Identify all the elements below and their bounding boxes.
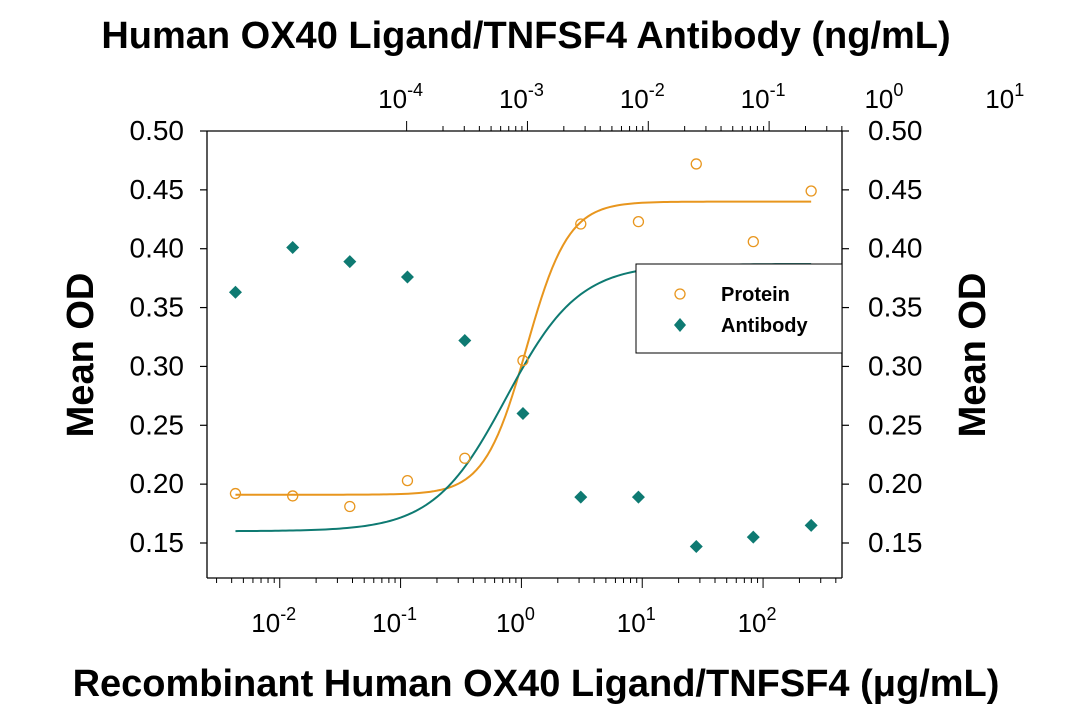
- x-tick-label: 101: [617, 604, 656, 638]
- y-tick-label-left: 0.45: [130, 174, 185, 205]
- data-points: [228, 158, 818, 554]
- y-tick-label-left: 0.35: [130, 292, 185, 323]
- fit-curves: [235, 200, 812, 533]
- y-tick-label-right: 0.40: [868, 233, 923, 264]
- data-point-protein: [344, 500, 356, 513]
- legend-protein-marker: [674, 288, 686, 300]
- y-tick-label-left: 0.20: [130, 468, 185, 499]
- data-point-protein: [459, 452, 471, 464]
- data-point-protein: [401, 474, 414, 487]
- y-tick-label-left: 0.50: [130, 115, 185, 146]
- y-tick-label-right: 0.35: [868, 292, 923, 323]
- legend-antibody-marker: [674, 318, 686, 332]
- legend-box: [635, 263, 843, 354]
- data-point-protein: [575, 218, 587, 230]
- data-point-antibody: [516, 407, 530, 421]
- data-point-protein: [690, 158, 702, 170]
- x-axis-label: Recombinant Human OX40 Ligand/TNFSF4 (μg…: [73, 663, 1000, 705]
- x-tick-label: 10-1: [372, 604, 417, 638]
- data-point-protein: [517, 354, 529, 367]
- top-x-tick-label: 101: [985, 80, 1024, 114]
- y-tick-label-right: 0.25: [868, 409, 923, 440]
- data-point-antibody: [631, 490, 645, 504]
- legend-antibody-label: Antibody: [721, 315, 809, 337]
- y-axis-label-right: Mean OD: [952, 273, 994, 438]
- top-x-tick-label: 10-4: [378, 80, 423, 114]
- y-axis-label-left: Mean OD: [60, 273, 102, 438]
- axes-frame: [206, 130, 843, 579]
- top-x-tick-label: 10-2: [620, 80, 665, 114]
- x-tick-label: 100: [496, 604, 535, 638]
- y-tick-label-right: 0.30: [868, 350, 923, 381]
- data-point-antibody: [286, 241, 300, 255]
- data-point-antibody: [689, 540, 703, 554]
- top-x-tick-label: 100: [864, 80, 903, 114]
- y-tick-label-right: 0.50: [868, 115, 923, 146]
- data-point-protein: [747, 236, 759, 248]
- y-tick-label-right: 0.45: [868, 174, 923, 205]
- y-tick-label-left: 0.40: [130, 233, 185, 264]
- data-point-protein: [229, 487, 242, 500]
- data-point-protein: [287, 490, 299, 502]
- y-tick-label-left: 0.25: [130, 409, 185, 440]
- data-point-antibody: [400, 270, 414, 284]
- data-point-antibody: [746, 530, 760, 544]
- data-point-antibody: [228, 285, 242, 299]
- top-x-tick-label: 10-3: [499, 80, 544, 114]
- legend: Protein Antibody: [635, 263, 843, 354]
- data-point-protein: [805, 185, 817, 197]
- data-point-antibody: [343, 255, 357, 269]
- data-point-antibody: [458, 334, 472, 348]
- top-x-tick-label: 10-1: [741, 80, 786, 114]
- fit-curve-protein: [235, 200, 812, 496]
- x-tick-label: 10-2: [251, 604, 296, 638]
- data-point-protein: [632, 215, 645, 228]
- data-point-antibody: [574, 490, 588, 504]
- y-tick-label-left: 0.15: [130, 527, 185, 558]
- chart-title: Human OX40 Ligand/TNFSF4 Antibody (ng/mL…: [101, 15, 950, 57]
- x-tick-label: 102: [738, 604, 777, 638]
- y-tick-label-right: 0.20: [868, 468, 923, 499]
- axis-ticks: 0.50 0.50 0.45 0.45 0.40 0.40 0.35 0.35 0.30 0.30…: [130, 80, 1025, 638]
- y-tick-label-left: 0.30: [130, 350, 185, 381]
- data-point-antibody: [804, 518, 818, 532]
- legend-protein-label: Protein: [721, 284, 790, 306]
- y-tick-label-right: 0.15: [868, 527, 923, 558]
